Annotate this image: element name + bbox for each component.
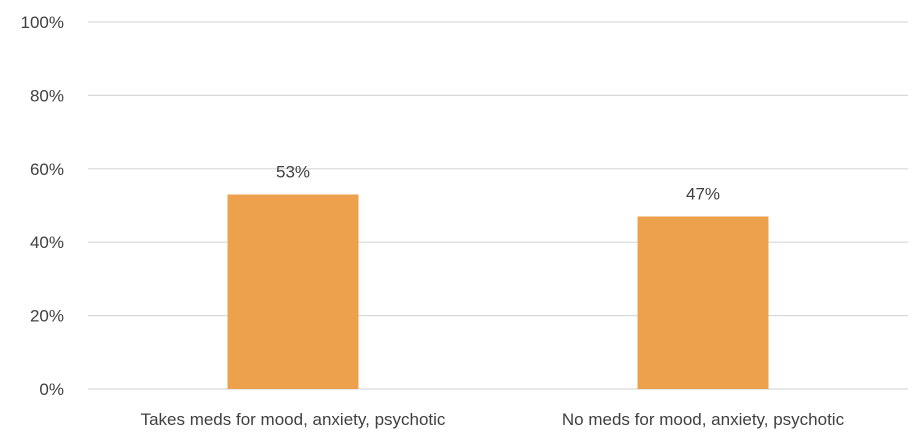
x-category-label-1: Takes meds for mood, anxiety, psychotic	[141, 410, 446, 429]
data-labels: 53% 47%	[276, 162, 720, 203]
y-tick-label: 80%	[30, 86, 64, 105]
bar-1	[227, 194, 359, 389]
bar-2	[637, 216, 769, 389]
data-label-2: 47%	[686, 185, 720, 204]
data-label-1: 53%	[276, 162, 310, 181]
y-tick-label: 40%	[30, 233, 64, 252]
gridlines	[88, 21, 908, 390]
y-tick-label: 60%	[30, 160, 64, 179]
bars	[227, 194, 769, 389]
y-tick-label: 0%	[39, 380, 64, 399]
y-axis-tick-labels: 0% 20% 40% 60% 80% 100%	[21, 13, 64, 399]
y-tick-label: 20%	[30, 307, 64, 326]
y-tick-label: 100%	[21, 13, 64, 32]
x-category-label-2: No meds for mood, anxiety, psychotic	[562, 410, 845, 429]
x-axis-category-labels: Takes meds for mood, anxiety, psychotic N…	[141, 410, 845, 429]
